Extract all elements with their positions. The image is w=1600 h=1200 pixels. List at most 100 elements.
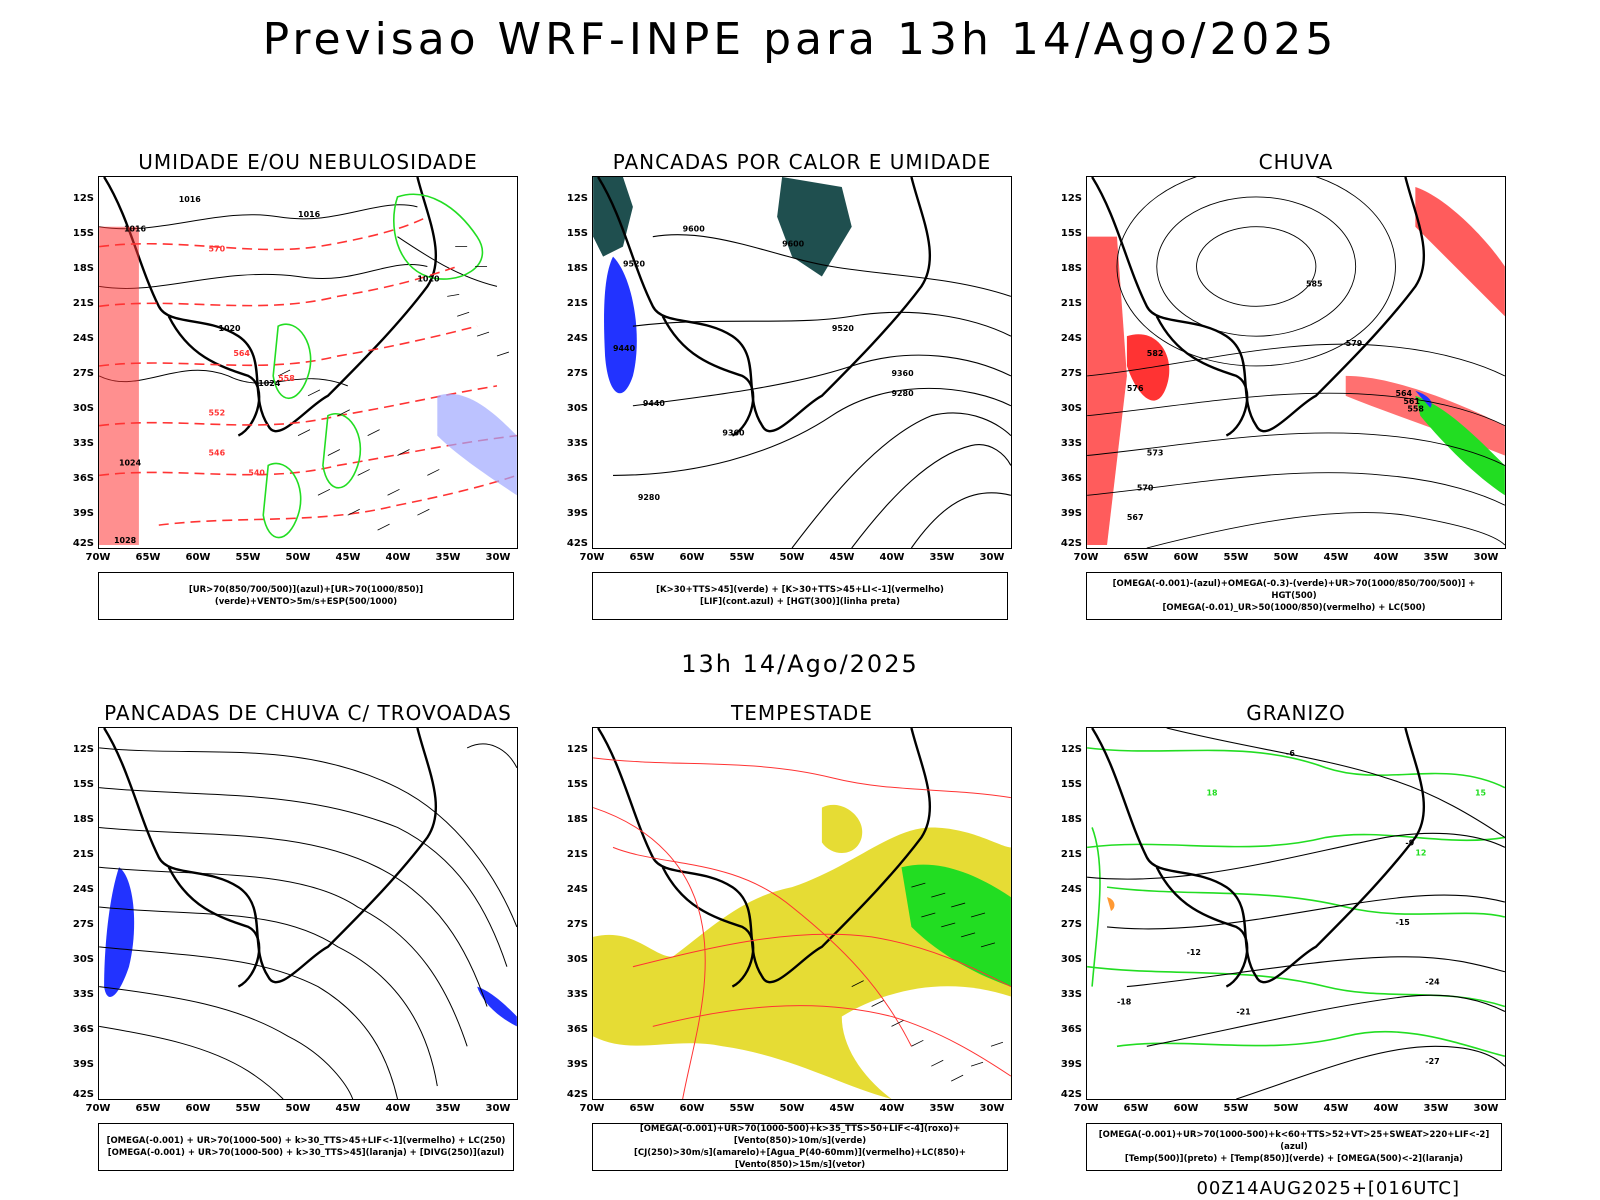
map-chuva: 585 582 579 576 573 570 567 564 561 558 [1086,176,1506,549]
lon-label: 50W [779,552,805,563]
map-trovoadas-plot [99,728,517,1099]
lon-label: 35W [435,552,461,563]
hgt300-contours [613,234,1011,548]
lon-label: 60W [1173,552,1199,563]
page-title: Previsao WRF-INPE para 13h 14/Ago/2025 [262,14,1338,65]
contour-label: 9520 [832,324,855,333]
lon-label: 65W [1123,1103,1149,1114]
lon-label: 70W [85,1103,111,1114]
lon-label: 65W [1123,552,1149,563]
panel-title: GRANIZO [1246,701,1346,725]
map-pancadas-calor: 9600 9600 9520 9520 9440 9440 9360 9360 … [592,176,1012,549]
lat-label: 36S [566,473,588,484]
contour-label: -6 [1286,749,1295,758]
lon-label: 65W [135,552,161,563]
lat-label: 18S [566,814,588,825]
lat-label: 27S [566,368,588,379]
contour-label: 582 [1147,349,1164,358]
lon-label: 45W [1323,1103,1349,1114]
contour-label: 9360 [892,369,915,378]
map-tempestade [592,727,1012,1100]
panel-title: UMIDADE E/OU NEBULOSIDADE [138,150,478,174]
lon-label: 50W [285,552,311,563]
lat-label: 18S [72,263,94,274]
contour-label: -9 [1405,838,1414,847]
lat-label: 36S [72,1024,94,1035]
lon-label: 30W [485,552,511,563]
legend-line: [K>30+TTS>45](verde) + [K>30+TTS>45+LI<-… [656,585,944,595]
map-umidade: 1016 1016 1016 1020 1020 1024 1024 1028 … [98,176,518,549]
contour-label: 9280 [892,389,915,398]
panel-title: PANCADAS DE CHUVA C/ TROVOADAS [104,701,512,725]
lon-label: 40W [1373,1103,1399,1114]
divg-blue [104,867,517,1027]
contour-label: 18 [1206,789,1218,798]
lon-label: 30W [1473,1103,1499,1114]
omega-orange [1107,897,1115,912]
lat-label: 42S [1060,538,1082,549]
contour-label: 558 [1407,405,1424,414]
lat-label: 27S [1060,368,1082,379]
lat-label: 21S [566,298,588,309]
lif-blue [604,256,637,394]
lon-label: 35W [1423,552,1449,563]
lon-label: 35W [929,1103,955,1114]
lat-label: 36S [566,1024,588,1035]
lon-label: 65W [629,552,655,563]
coastline [1091,728,1426,988]
lat-label: 39S [72,1059,94,1070]
jet-yellow [821,804,863,854]
lat-label: 12S [72,193,94,204]
lat-label: 27S [72,919,94,930]
contour-label: 1016 [179,195,202,204]
lat-label: 36S [1060,473,1082,484]
map-umidade-plot: 1016 1016 1016 1020 1020 1024 1024 1028 … [99,177,517,545]
lat-label: 21S [1060,298,1082,309]
contour-label: 9280 [638,493,661,502]
lat-label: 42S [72,1089,94,1100]
panel-legend: [OMEGA(-0.001)-(azul)+OMEGA(-0.3)-(verde… [1086,572,1502,620]
contour-label: 1024 [119,458,142,467]
lon-label: 30W [1473,552,1499,563]
lon-label: 50W [285,1103,311,1114]
lon-label: 55W [1223,552,1249,563]
contour-label: 1020 [218,324,241,333]
lat-label: 15S [72,228,94,239]
lat-label: 33S [1060,438,1082,449]
contour-label: 570 [1137,483,1154,492]
lat-label: 33S [1060,989,1082,1000]
panel-legend: [OMEGA(-0.001)+UR>70(1000-500)+k<60+TTS>… [1086,1123,1502,1171]
lon-label: 70W [579,552,605,563]
contour-label: 540 [248,468,265,477]
contour-label: 1020 [417,274,440,283]
lat-label: 27S [566,919,588,930]
legend-line: [OMEGA(-0.001) + UR>70(1000-500) + k>30_… [106,1136,506,1146]
lat-label: 24S [566,333,588,344]
lat-label: 39S [1060,508,1082,519]
contour-label: -27 [1425,1057,1439,1066]
contour-label: -18 [1117,998,1132,1007]
lon-label: 30W [979,552,1005,563]
lon-label: 55W [729,552,755,563]
contour-label: 9360 [722,429,745,438]
lat-label: 39S [566,508,588,519]
lat-label: 30S [72,954,94,965]
lat-label: 24S [72,333,94,344]
lon-label: 55W [235,1103,261,1114]
lat-label: 24S [1060,333,1082,344]
lon-label: 30W [485,1103,511,1114]
temp500-black [1087,728,1505,1099]
lon-label: 30W [979,1103,1005,1114]
contour-label: 573 [1147,448,1164,457]
coastline [1091,177,1426,437]
lat-label: 39S [566,1059,588,1070]
lon-label: 70W [1073,552,1099,563]
lat-label: 42S [1060,1089,1082,1100]
lat-label: 12S [1060,744,1082,755]
lat-label: 30S [566,403,588,414]
contour-label: 1016 [124,225,147,234]
lon-label: 70W [85,552,111,563]
legend-line: [Temp(500)](preto) + [Temp(850)](verde) … [1124,1154,1464,1164]
coastline [103,728,438,988]
contour-label: -15 [1395,918,1409,927]
